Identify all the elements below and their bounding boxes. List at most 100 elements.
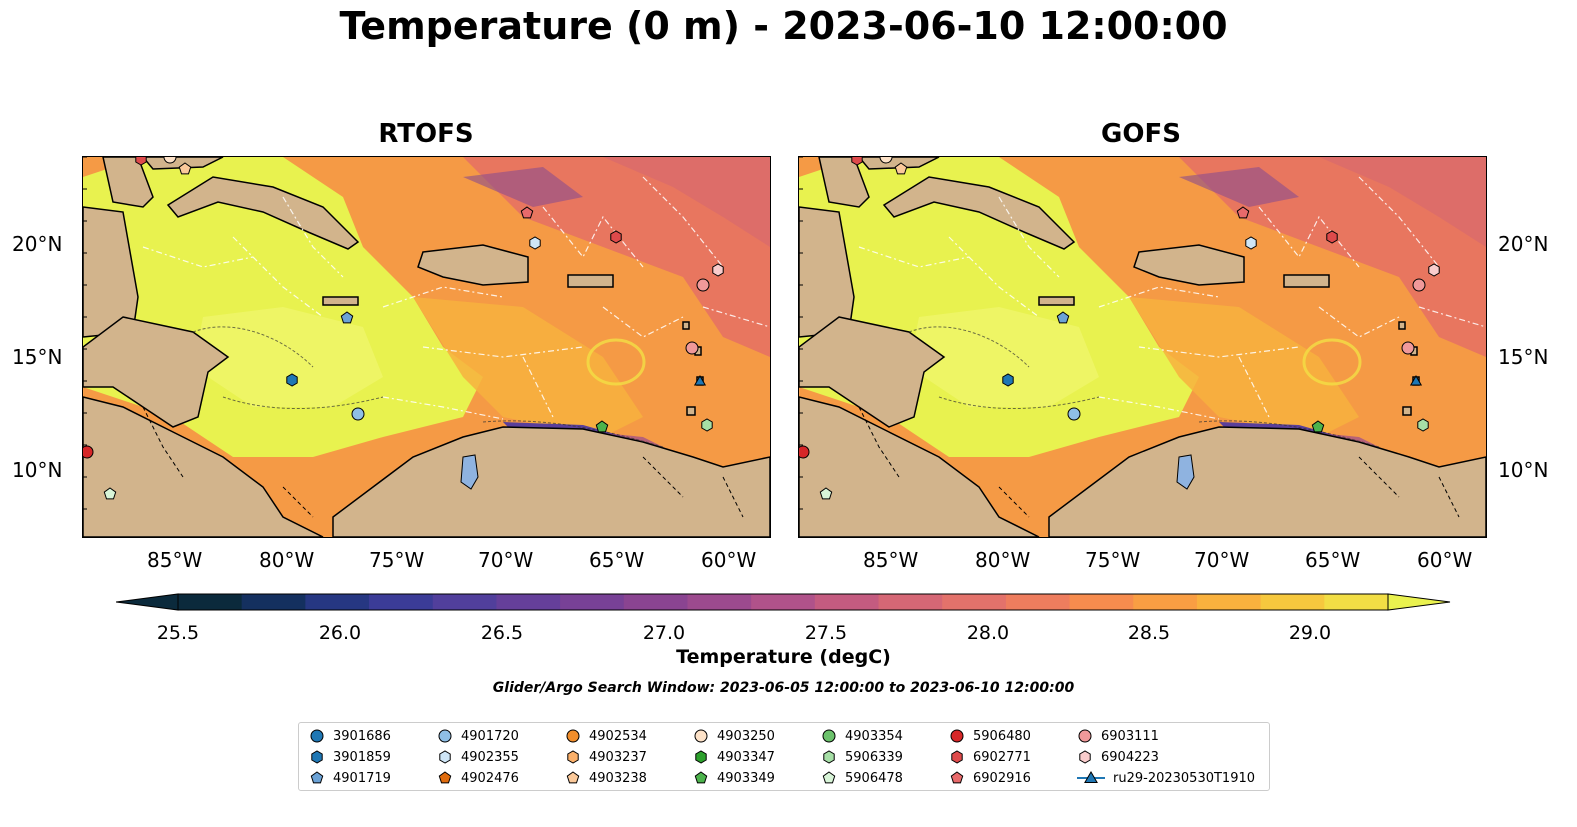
colorbar-tick-label: 27.0 xyxy=(642,622,686,644)
landmass xyxy=(332,426,770,537)
marker-6903111 xyxy=(1412,278,1426,292)
legend-label: 4903347 xyxy=(717,749,775,765)
country-border xyxy=(282,486,314,518)
legend-label: 4903354 xyxy=(845,728,903,744)
figure-title: Temperature (0 m) - 2023-06-10 12:00:00 xyxy=(339,4,1228,48)
country-border xyxy=(642,456,684,498)
lon-tick-label: 80°W xyxy=(975,548,1031,572)
lon-tick-label: 65°W xyxy=(589,548,645,572)
marker-6903111 xyxy=(696,278,710,292)
marker-6902771 xyxy=(610,230,622,244)
marker-4903238 xyxy=(894,162,908,175)
colorbar-segment xyxy=(178,594,243,610)
marker-ru29-20230530T1910 xyxy=(1409,375,1423,386)
lat-tick-label-left: 10°N xyxy=(12,458,63,482)
lake xyxy=(460,454,479,490)
marker-6902771 xyxy=(135,157,147,166)
landmass xyxy=(83,396,324,537)
legend-label: 6902771 xyxy=(973,749,1031,765)
landmass xyxy=(682,321,690,330)
landmass xyxy=(1038,296,1075,306)
colorbar-segment xyxy=(751,594,816,610)
colorbar-tick-label: 26.5 xyxy=(480,622,524,644)
colorbar-segment xyxy=(241,594,306,610)
legend-label: 4902476 xyxy=(461,770,519,786)
lon-tick-label: 85°W xyxy=(147,548,203,572)
country-border xyxy=(1438,476,1460,518)
legend-entry: 5906339 xyxy=(821,749,903,765)
landmass xyxy=(882,176,1076,250)
legend-label: 5906478 xyxy=(845,770,903,786)
marker-5906478 xyxy=(103,487,117,500)
marker-4903349 xyxy=(595,420,609,433)
legend-label: 4903238 xyxy=(589,770,647,786)
legend-entry: 3901686 xyxy=(309,728,391,744)
legend-marker-5906478 xyxy=(822,771,836,784)
landmass xyxy=(1402,406,1412,416)
lon-tick-label: 85°W xyxy=(863,548,919,572)
legend-marker-4903237 xyxy=(567,750,579,764)
country-border xyxy=(142,406,184,478)
landmass xyxy=(83,316,230,428)
legend-marker-4902476 xyxy=(438,771,452,784)
lon-tick-label: 75°W xyxy=(1085,548,1141,572)
legend-marker-5906480 xyxy=(950,729,964,743)
colorbar-title: Temperature (degC) xyxy=(676,646,891,668)
landmass xyxy=(858,157,940,170)
colorbar-min-extend xyxy=(115,593,179,611)
legend-entry: 6903111 xyxy=(1077,728,1159,744)
colorbar-tick-label: 29.0 xyxy=(1288,622,1332,644)
marker-5906478 xyxy=(819,487,833,500)
legend-label: 6903111 xyxy=(1101,728,1159,744)
eez-boundary xyxy=(948,236,1040,318)
marker-3901859 xyxy=(1002,373,1014,387)
marker-4902355 xyxy=(529,236,541,250)
marker-6902771 xyxy=(851,157,863,166)
legend-entry: 6902916 xyxy=(949,770,1031,786)
colorbar-segment xyxy=(369,594,434,610)
legend-label: 4903237 xyxy=(589,749,647,765)
legend-marker-4902534 xyxy=(566,729,580,743)
lat-tick-label-right: 10°N xyxy=(1498,458,1549,482)
country-border xyxy=(858,406,900,478)
eez-boundary xyxy=(1318,306,1400,338)
legend-entry: 4903237 xyxy=(565,749,647,765)
marker-6902916 xyxy=(520,206,534,219)
legend-label: 3901859 xyxy=(333,749,391,765)
legend-entry: 5906478 xyxy=(821,770,903,786)
legend-entry: 4903238 xyxy=(565,770,647,786)
legend-entry: 3901859 xyxy=(309,749,391,765)
colorbar-tick-label: 26.0 xyxy=(318,622,362,644)
legend-marker-3901686 xyxy=(310,729,324,743)
legend-entry: 4902534 xyxy=(565,728,647,744)
colorbar-tick-label: 27.5 xyxy=(804,622,848,644)
legend-label: 3901686 xyxy=(333,728,391,744)
legend-entry: 4903354 xyxy=(821,728,903,744)
legend-label: 4901720 xyxy=(461,728,519,744)
landmass xyxy=(417,244,529,286)
landmass xyxy=(322,296,359,306)
eez-boundary xyxy=(382,286,504,308)
legend-label: ru29-20230530T1910 xyxy=(1113,770,1256,786)
legend-entry: 6902771 xyxy=(949,749,1031,765)
colorbar-segment xyxy=(814,594,880,610)
marker-4901720 xyxy=(1067,407,1081,421)
colorbar-tick-label: 25.5 xyxy=(156,622,200,644)
legend-marker-6904223 xyxy=(1079,750,1091,764)
marker-5906480 xyxy=(83,445,94,459)
eez-boundary xyxy=(382,396,504,420)
legend-marker-4903250 xyxy=(694,729,708,743)
marker-4903250 xyxy=(879,157,893,164)
bathymetry-contour xyxy=(938,396,1100,409)
landmass xyxy=(142,157,224,170)
legend-entry: 4901720 xyxy=(437,728,519,744)
colorbar-segment xyxy=(1324,594,1389,610)
eez-boundary xyxy=(542,206,644,268)
marker-4903250 xyxy=(163,157,177,164)
colorbar-segment xyxy=(1196,594,1262,610)
legend-label: 6902916 xyxy=(973,770,1031,786)
marker-5906339 xyxy=(701,418,713,432)
colorbar-tick-label: 28.0 xyxy=(966,622,1010,644)
landmass xyxy=(818,157,870,208)
gofs-map xyxy=(798,156,1487,538)
